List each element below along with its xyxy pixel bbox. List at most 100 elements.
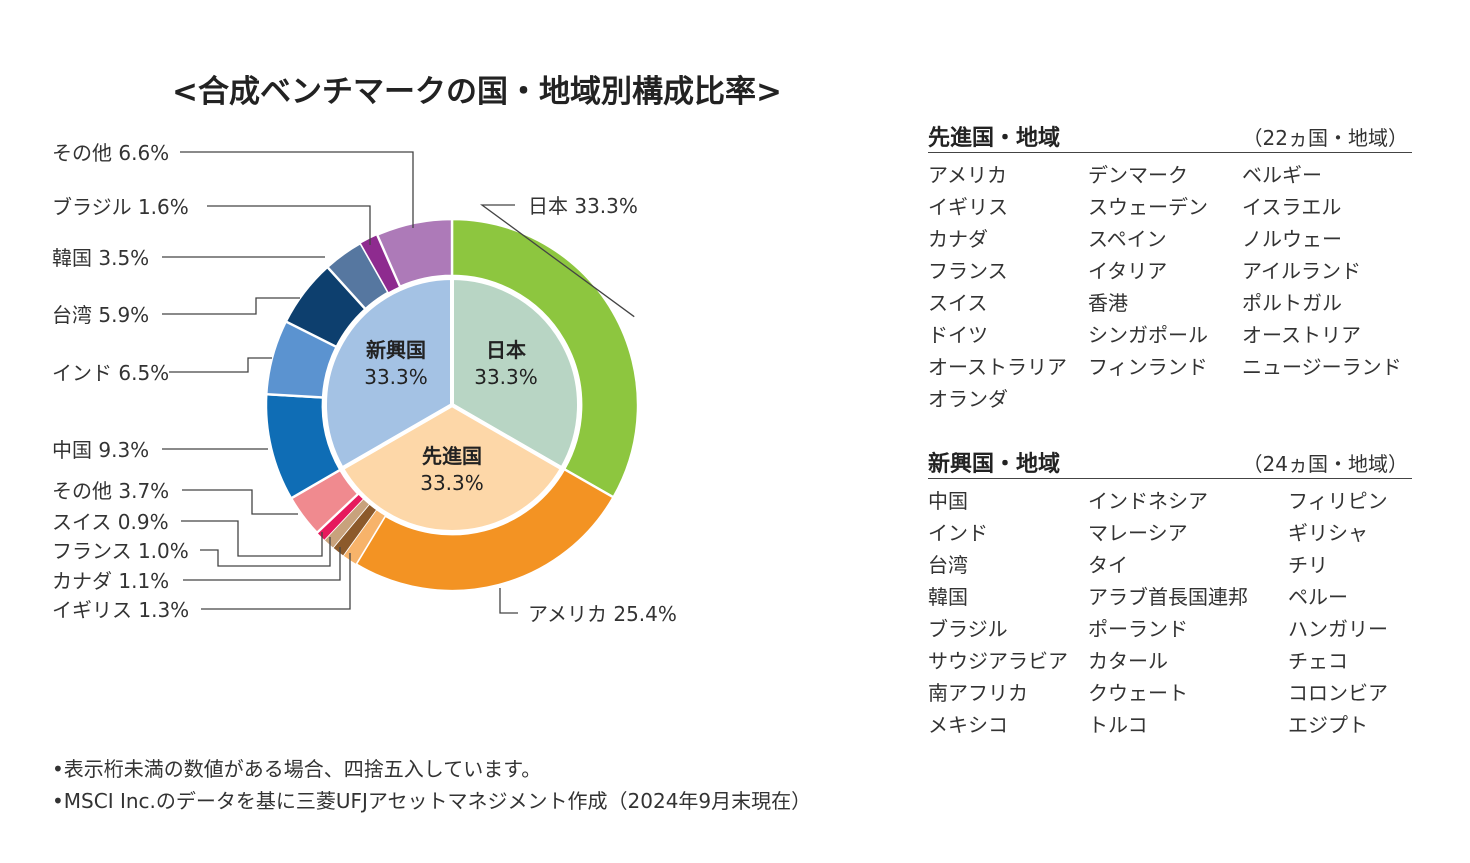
country-item: カタール [1088, 649, 1168, 673]
developed-count: （22ヵ国・地域） [1242, 126, 1408, 150]
country-item: 南アフリカ [928, 681, 1028, 705]
inner-label-value-1: 33.3% [420, 471, 484, 495]
country-item: ペルー [1288, 585, 1348, 609]
country-item: メキシコ [928, 713, 1008, 737]
note-source: •MSCI Inc.のデータを基に三菱UFJアセットマネジメント作成（2024年… [52, 789, 812, 813]
outer-label-11: ブラジル 1.6% [52, 195, 189, 219]
leader-line-11 [207, 205, 371, 245]
emerging-count: （24ヵ国・地域） [1242, 452, 1408, 476]
leader-lines [162, 151, 635, 614]
country-item: アメリカ [928, 163, 1007, 187]
outer-label-9: 台湾 5.9% [52, 303, 149, 327]
country-item: アイルランド [1242, 259, 1361, 283]
inner-slice-1 [339, 402, 565, 534]
emerging-col-1: 中国インド台湾韓国ブラジルサウジアラビア 南アフリカメキシコ [928, 485, 1068, 741]
country-item: フィンランド [1088, 355, 1208, 379]
country-item: イスラエル [1242, 195, 1342, 219]
country-item: インドネシア [1088, 489, 1208, 513]
country-item: インド [928, 521, 988, 545]
country-item: ドイツ [928, 323, 988, 347]
country-item: エジプト [1288, 713, 1368, 737]
outer-label-10: 韓国 3.5% [52, 246, 149, 270]
country-item: フランス [928, 259, 1008, 283]
leader-line-5 [181, 520, 323, 557]
leader-line-8 [169, 357, 272, 373]
developed-col-3: ベルギーイスラエルノルウェーアイルランド ポルトガルオーストリアニュージーランド [1242, 159, 1402, 383]
developed-col-2: デンマークスウェーデン スペインイタリア香港シンガポール フィンランド [1088, 159, 1208, 383]
donut-chart: 日本 33.3% アメリカ 25.4% イギリス 1.3% カナダ 1.1% フランス … [52, 141, 677, 626]
country-item: ポーランド [1088, 617, 1188, 641]
country-item: ノルウェー [1242, 227, 1342, 251]
country-item: 香港 [1088, 291, 1128, 315]
country-item: スペイン [1088, 227, 1167, 251]
country-item: ハンガリー [1288, 617, 1388, 641]
country-item: チリ [1288, 553, 1328, 577]
inner-label-value-2: 33.3% [364, 365, 428, 389]
outer-slice-12 [375, 217, 454, 289]
emerging-header: 新興国・地域 （24ヵ国・地域） [928, 444, 1412, 479]
outer-slice-1 [354, 467, 616, 593]
country-item: 韓国 [928, 585, 968, 609]
outer-labels: 日本 33.3% アメリカ 25.4% イギリス 1.3% カナダ 1.1% フランス … [52, 141, 677, 626]
inner-label-name-1: 先進国 [422, 444, 482, 468]
country-item: トルコ [1088, 713, 1148, 737]
country-item: ブラジル [928, 617, 1008, 641]
inner-slice-2 [323, 275, 454, 472]
country-item: デンマーク [1088, 163, 1188, 187]
country-item: イタリア [1088, 259, 1168, 283]
outer-ring [264, 217, 640, 593]
country-item: スウェーデン [1088, 195, 1208, 219]
country-item: サウジアラビア [928, 649, 1068, 673]
outer-label-0: 日本 33.3% [528, 194, 638, 218]
developed-panel: 先進国・地域 （22ヵ国・地域） アメリカ イギリス カナダ フランス スイス ドイツ オー… [928, 118, 1412, 411]
leader-line-9 [162, 297, 300, 315]
country-item: カナダ [928, 227, 988, 251]
country-item: スイス [928, 291, 988, 315]
country-item: オーストリア [1242, 323, 1361, 347]
outer-label-8: インド 6.5% [52, 361, 169, 385]
emerging-panel: 新興国・地域 （24ヵ国・地域） 中国インド台湾韓国ブラジルサウジアラビア 南アフ… [928, 444, 1412, 737]
country-item: マレーシア [1088, 521, 1188, 545]
country-item: オランダ [928, 387, 1008, 411]
inner-labels: 日本 33.3% 先進国 33.3% 新興国 33.3% [364, 338, 538, 495]
developed-title: 先進国・地域 [928, 126, 1061, 151]
country-item: フィリピン [1288, 489, 1388, 513]
leader-line-3 [183, 547, 341, 581]
leader-line-2 [201, 553, 351, 610]
chart-title: <合成ベンチマークの国・地域別構成比率> [172, 74, 782, 110]
country-item: シンガポール [1088, 323, 1208, 347]
outer-label-7: 中国 9.3% [52, 438, 149, 462]
country-item: タイ [1088, 553, 1128, 577]
country-item: ギリシャ [1288, 521, 1368, 545]
emerging-col-3: フィリピンギリシャチリペルーハンガリーチェココロンビアエジプト [1288, 485, 1388, 741]
inner-ring [323, 275, 581, 534]
country-item: 台湾 [928, 553, 968, 577]
leader-line-1 [499, 588, 518, 614]
country-item: イギリス [928, 195, 1008, 219]
inner-label-name-0: 日本 [486, 338, 526, 362]
country-item: オーストラリア [928, 355, 1067, 379]
inner-label-name-2: 新興国 [366, 338, 426, 362]
inner-slice-0 [450, 275, 581, 472]
inner-label-value-0: 33.3% [474, 365, 538, 389]
country-item: クウェート [1088, 681, 1188, 705]
country-item: ポルトガル [1242, 291, 1342, 315]
leader-line-12 [180, 151, 414, 228]
country-item: 中国 [928, 489, 968, 513]
leader-line-6 [182, 489, 298, 515]
outer-label-2: イギリス 1.3% [52, 598, 189, 622]
country-item: チェコ [1288, 649, 1348, 673]
developed-header: 先進国・地域 （22ヵ国・地域） [928, 118, 1412, 153]
country-item: ニュージーランド [1242, 355, 1402, 379]
outer-label-4: フランス 1.0% [52, 539, 189, 563]
note-rounding: •表示桁未満の数値がある場合、四捨五入しています。 [52, 757, 542, 781]
leader-line-4 [200, 537, 331, 567]
country-item: ベルギー [1242, 163, 1322, 187]
outer-label-1: アメリカ 25.4% [528, 602, 677, 626]
country-item: コロンビア [1288, 681, 1388, 705]
outer-label-12: その他 6.6% [52, 141, 169, 165]
outer-label-6: その他 3.7% [52, 479, 169, 503]
emerging-col-2: インドネシア マレーシア タイ アラブ首長国連邦 ポーランド カタール クウェート トルコ [1088, 485, 1248, 741]
developed-col-1: アメリカイギリスカナダフランススイスドイツオーストラリア オランダ [928, 159, 1067, 415]
outer-label-3: カナダ 1.1% [52, 569, 169, 593]
